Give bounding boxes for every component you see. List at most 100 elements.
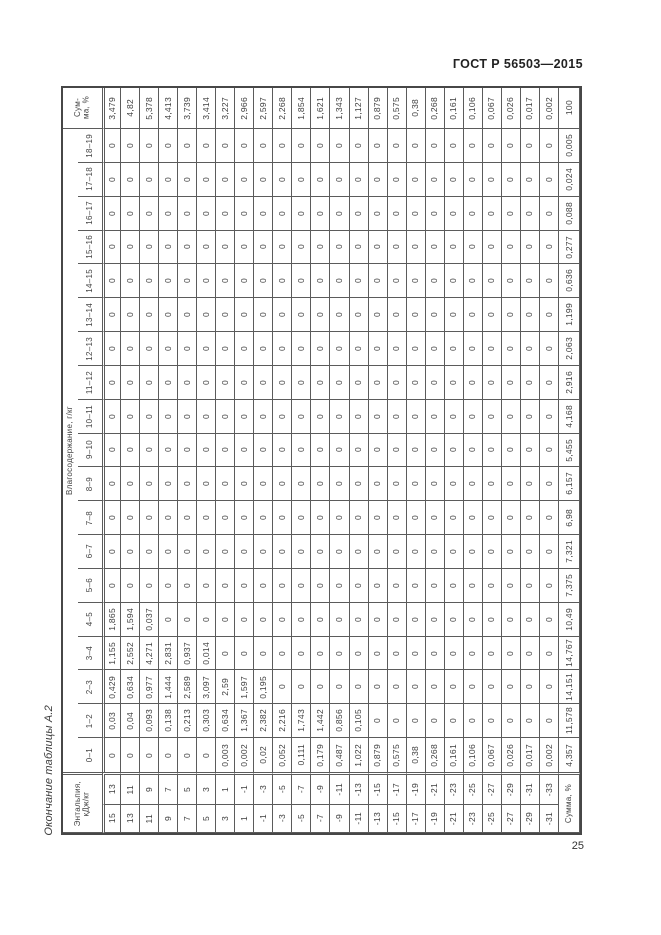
col-sum-cell: 0,277 (558, 230, 580, 265)
data-cell: 0 (406, 365, 426, 400)
data-cell: 0 (292, 535, 312, 569)
data-cell: 0 (216, 467, 236, 502)
data-cell: 0 (254, 568, 274, 603)
data-cell: 0 (216, 636, 236, 671)
data-cell: 0 (406, 264, 426, 299)
data-cell: 0 (387, 568, 407, 603)
col-sum-cell: 4,357 (558, 738, 580, 772)
data-cell: 0 (501, 636, 521, 671)
data-cell: 0 (406, 467, 426, 502)
row-sum-cell: 1,127 (349, 88, 369, 129)
data-cell: 0 (292, 467, 312, 502)
data-cell: 0 (520, 467, 540, 502)
data-cell: 0 (121, 535, 141, 569)
table-caption: Окончание таблицы А.2 (41, 688, 59, 836)
data-cell: 0 (197, 129, 217, 163)
data-cell: 0 (216, 196, 236, 231)
data-cell: 0 (159, 196, 179, 231)
data-cell: 0 (520, 602, 540, 637)
data-cell: 0 (197, 298, 217, 333)
data-cell: 0 (406, 602, 426, 637)
data-cell: 3,097 (197, 670, 217, 705)
data-cell: 0 (273, 298, 293, 333)
data-cell: 0 (311, 433, 331, 468)
data-cell: 0 (197, 264, 217, 299)
data-cell: 0,575 (387, 738, 407, 772)
data-cell: 0 (197, 568, 217, 603)
data-cell: 0 (501, 467, 521, 502)
data-cell: 0 (539, 704, 559, 739)
data-cell: 0 (273, 501, 293, 536)
moisture-range-label: 4–5 (78, 602, 102, 637)
enthalpy-upper-bound-cell: 7 (159, 772, 179, 805)
data-cell: 0 (330, 670, 350, 705)
data-cell: 0,014 (197, 636, 217, 671)
data-cell: 0 (235, 129, 255, 163)
col-sum-cell: 5,455 (558, 433, 580, 468)
data-cell: 0 (292, 365, 312, 400)
data-cell: 0 (159, 738, 179, 772)
data-cell: 0 (520, 298, 540, 333)
data-cell: 0 (197, 467, 217, 502)
data-cell: 0 (406, 433, 426, 468)
data-cell: 0 (311, 264, 331, 299)
moisture-range-label: 14–15 (78, 264, 102, 299)
moisture-range-label: 6–7 (78, 535, 102, 569)
data-cell: 0 (444, 298, 464, 333)
data-cell: 0 (444, 162, 464, 197)
data-cell: 0 (197, 433, 217, 468)
data-cell: 0 (254, 399, 274, 434)
data-cell: 0 (159, 568, 179, 603)
data-cell: 0 (387, 636, 407, 671)
data-cell: 0 (520, 704, 540, 739)
data-cell: 0 (102, 501, 122, 536)
data-cell: 0 (121, 399, 141, 434)
data-cell: 0 (387, 129, 407, 163)
row-sum-cell: 3,479 (102, 88, 122, 129)
data-cell: 0 (292, 568, 312, 603)
data-cell: 0 (482, 230, 502, 265)
data-cell: 0 (444, 501, 464, 536)
data-cell: 0 (330, 264, 350, 299)
data-cell: 0 (463, 433, 483, 468)
data-cell: 0 (235, 467, 255, 502)
data-cell: 0 (235, 636, 255, 671)
data-cell: 0 (102, 365, 122, 400)
data-cell: 0 (539, 230, 559, 265)
data-cell: 0 (216, 230, 236, 265)
data-cell: 0 (444, 196, 464, 231)
data-cell: 0 (349, 196, 369, 231)
row-sum-cell: 0,067 (482, 88, 502, 129)
data-cell: 0 (444, 535, 464, 569)
data-cell: 0 (444, 467, 464, 502)
row-sum-cell: 0,026 (501, 88, 521, 129)
row-sum-cell: 0,38 (406, 88, 426, 129)
data-cell: 0 (159, 399, 179, 434)
data-cell: 0 (140, 298, 160, 333)
data-cell: 0,634 (121, 670, 141, 705)
data-cell: 0 (368, 535, 388, 569)
data-cell: 0 (216, 568, 236, 603)
data-cell: 0 (501, 196, 521, 231)
data-cell: 0,634 (216, 704, 236, 739)
col-sum-cell: 14,767 (558, 636, 580, 671)
enthalpy-upper-bound-cell: -1 (235, 772, 255, 805)
row-sum-header: Сум-ма, % (63, 88, 102, 129)
data-cell: 0,195 (254, 670, 274, 705)
data-cell: 2,552 (121, 636, 141, 671)
data-cell: 0 (501, 602, 521, 637)
data-cell: 2,831 (159, 636, 179, 671)
data-cell: 0 (140, 535, 160, 569)
data-cell: 0 (539, 501, 559, 536)
data-cell: 0 (387, 230, 407, 265)
data-cell: 0 (368, 433, 388, 468)
row-sum-cell: 3,227 (216, 88, 236, 129)
data-cell: 0 (178, 501, 198, 536)
data-cell: 0,38 (406, 738, 426, 772)
data-cell: 0 (102, 196, 122, 231)
data-cell: 0 (159, 298, 179, 333)
data-cell: 1,155 (102, 636, 122, 671)
enthalpy-upper-bound-cell: -25 (463, 772, 483, 805)
data-cell: 0 (159, 501, 179, 536)
moisture-range-label: 9–10 (78, 433, 102, 468)
